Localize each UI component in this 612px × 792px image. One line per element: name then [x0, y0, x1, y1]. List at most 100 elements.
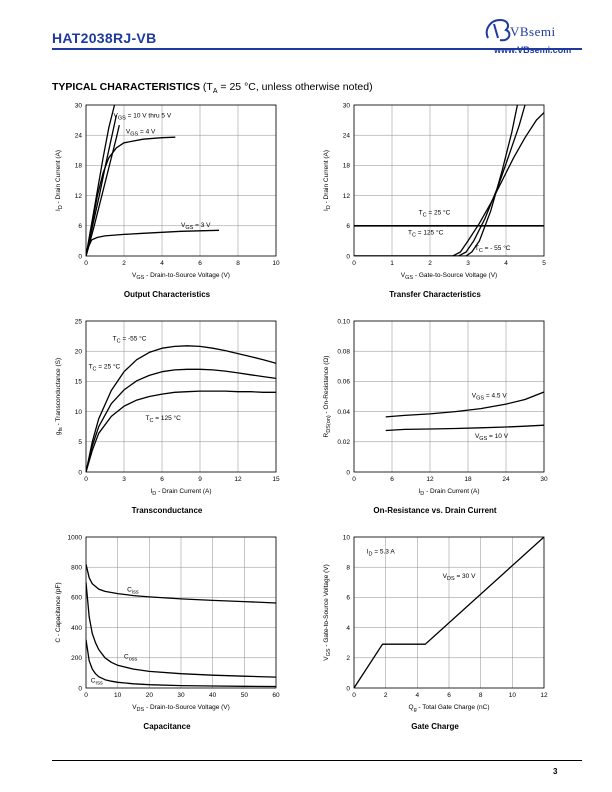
y-tick-label: 4: [346, 625, 350, 632]
header-divider: [52, 48, 582, 50]
series-annotation: TC = -55 °C: [113, 334, 147, 344]
on-resistance-chart: 0 6 12 18 24 30 0 0.02 0.04 0.06 0.08 0.10 VGS = 4.5…: [320, 316, 550, 526]
section-condition-part: = 25 °C, unless otherwise noted): [217, 81, 373, 93]
transfer-characteristics-chart: 0 1 2 3 4 5 0 6 12 18 24 30 TC = 25 °C TC = 125 °C TC …: [320, 100, 550, 310]
series-annotation: VGS = 10 V: [475, 433, 509, 442]
series-annotation: VDS = 30 V: [443, 573, 476, 582]
x-tick-label: 12: [426, 476, 434, 483]
x-tick-label: 60: [272, 692, 280, 699]
series-annotation: Coss: [124, 654, 138, 663]
part-number: HAT2038RJ-VB: [52, 30, 157, 46]
x-tick-label: 30: [540, 476, 548, 483]
y-axis-label: RDS(on) - On-Resistance (Ω): [323, 356, 332, 438]
y-tick-label: 8: [346, 565, 350, 572]
x-tick-label: 12: [540, 692, 548, 699]
x-tick-label: 40: [209, 692, 217, 699]
x-tick-label: 4: [160, 260, 164, 267]
x-axis-label: Qg - Total Gate Charge (nC): [409, 704, 490, 713]
y-tick-label: 0: [78, 253, 82, 260]
x-tick-label: 15: [272, 476, 280, 483]
series-annotation: VGS = 10 V thru 5 V: [114, 113, 172, 122]
x-tick-label: 10: [114, 692, 122, 699]
x-tick-label: 3: [122, 476, 126, 483]
x-axis-label: ID - Drain Current (A): [418, 488, 479, 497]
x-tick-label: 0: [352, 476, 356, 483]
y-axis-label: VGS - Gate-to-Source Voltage (V): [323, 564, 332, 660]
x-tick-label: 6: [198, 260, 202, 267]
y-axis-label: gfs - Transconductance (S): [55, 358, 64, 435]
website-link[interactable]: www.VBsemi.com: [494, 45, 572, 55]
y-tick-label: 12: [75, 193, 83, 200]
x-tick-label: 6: [447, 692, 451, 699]
x-tick-label: 18: [464, 476, 472, 483]
brand-logo-icon: [485, 18, 511, 42]
y-tick-label: 0: [78, 469, 82, 476]
y-tick-label: 2: [346, 655, 350, 662]
chart-title: On-Resistance vs. Drain Current: [373, 506, 497, 515]
x-tick-label: 4: [504, 260, 508, 267]
x-axis-label: ID - Drain Current (A): [150, 488, 211, 497]
series-annotation: TC = 25 °C: [419, 209, 451, 219]
series-line: [354, 105, 519, 256]
y-tick-label: 0.02: [337, 439, 350, 446]
y-tick-label: 0: [346, 253, 350, 260]
x-tick-label: 3: [466, 260, 470, 267]
series-line: [86, 368, 276, 472]
section-title-bold: TYPICAL CHARACTERISTICS: [52, 81, 200, 93]
series-annotation: VGS = 3 V: [181, 222, 211, 231]
x-tick-label: 9: [198, 476, 202, 483]
series-line: [86, 345, 276, 472]
series-line: [86, 114, 118, 256]
x-tick-label: 12: [234, 476, 242, 483]
y-tick-label: 24: [75, 133, 83, 140]
y-tick-label: 0.06: [337, 379, 350, 386]
brand-name: VBsemi: [510, 24, 556, 39]
series-annotation: VGS = 4 V: [126, 129, 156, 138]
series-annotation: Crss: [91, 678, 103, 687]
transconductance-chart: 0 3 6 9 12 15 0 5 10 15 20 25 TC = -55 °C TC = 25 °C T…: [52, 316, 282, 526]
on-resistance-plot: 0 6 12 18 24 30 0 0.02 0.04 0.06 0.08 0.10 VGS = 4.5…: [323, 318, 548, 497]
x-tick-label: 50: [241, 692, 249, 699]
series-annotation: TC = - 55 °C: [475, 244, 511, 254]
y-axis-label: C - Capacitance (pF): [55, 582, 62, 642]
y-tick-label: 0: [78, 685, 82, 692]
y-tick-label: 30: [75, 102, 83, 109]
series-line: [354, 105, 526, 256]
x-tick-label: 0: [352, 260, 356, 267]
series-line: [86, 639, 276, 688]
x-tick-label: 8: [479, 692, 483, 699]
chart-title: Transfer Characteristics: [389, 290, 481, 299]
y-tick-label: 6: [78, 223, 82, 230]
y-tick-label: 0.04: [337, 409, 350, 416]
x-tick-label: 0: [84, 476, 88, 483]
series-line: [86, 229, 220, 256]
x-tick-label: 6: [160, 476, 164, 483]
x-tick-label: 2: [384, 692, 388, 699]
plot-frame: [353, 104, 545, 257]
x-tick-label: 24: [502, 476, 510, 483]
x-tick-label: 2: [122, 260, 126, 267]
x-tick-label: 0: [84, 260, 88, 267]
plot-frame: [85, 320, 277, 473]
y-tick-label: 18: [75, 163, 83, 170]
y-tick-label: 5: [78, 439, 82, 446]
x-tick-label: 0: [84, 692, 88, 699]
plot-frame: [353, 320, 545, 473]
x-tick-label: 8: [236, 260, 240, 267]
series-line: [86, 136, 176, 256]
y-tick-label: 30: [343, 102, 351, 109]
plot-frame: [85, 536, 277, 689]
y-tick-label: 24: [343, 133, 351, 140]
y-tick-label: 0.10: [337, 318, 350, 325]
y-tick-label: 6: [346, 223, 350, 230]
x-tick-label: 2: [428, 260, 432, 267]
y-tick-label: 200: [71, 655, 82, 662]
series-annotation: TC = 25 °C: [89, 363, 121, 373]
x-tick-label: 10: [272, 260, 280, 267]
transconductance-plot: 0 3 6 9 12 15 0 5 10 15 20 25 TC = -55 °C TC = 25 °C T…: [55, 318, 280, 497]
series-annotation: TC = 125 °C: [146, 414, 182, 424]
y-axis-label: ID - Drain Current (A): [55, 150, 64, 211]
y-tick-label: 0: [346, 469, 350, 476]
